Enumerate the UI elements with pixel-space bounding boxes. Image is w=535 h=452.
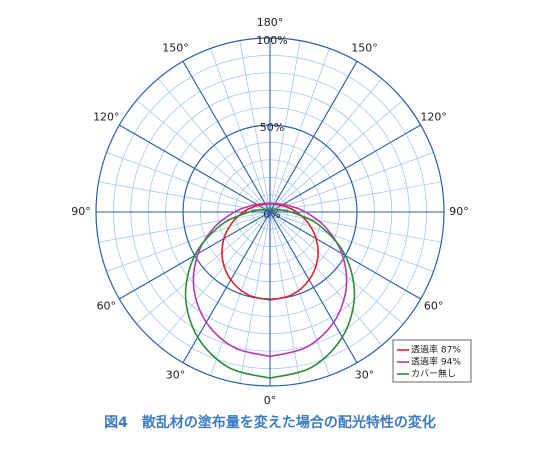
caption: 図4 散乱材の塗布量を変えた場合の配光特性の変化 xyxy=(104,414,436,431)
legend-label: 透過率 87% xyxy=(411,344,461,356)
series-line xyxy=(192,202,271,358)
spoke xyxy=(119,124,271,213)
r-tick-label: 50% xyxy=(260,121,284,134)
angle-tick-label: 120° xyxy=(420,111,447,124)
angle-tick-label: 150° xyxy=(351,41,378,54)
spoke xyxy=(182,61,271,213)
angle-tick-label: 30° xyxy=(166,369,186,382)
angle-tick-label: 30° xyxy=(355,369,375,382)
angle-tick-label: 180° xyxy=(257,16,284,29)
angle-tick-label: 0° xyxy=(264,394,277,407)
legend-box xyxy=(392,339,472,383)
series-line xyxy=(269,208,356,379)
r-tick-label: 100% xyxy=(256,34,287,47)
angle-tick-label: 60° xyxy=(424,300,444,313)
spoke xyxy=(269,124,421,213)
angle-tick-label: 120° xyxy=(93,111,120,124)
legend-label: 透過率 94% xyxy=(411,356,461,368)
angle-tick-label: 60° xyxy=(97,300,117,313)
legend-label: カバー無し xyxy=(411,368,456,380)
angle-tick-label: 90° xyxy=(449,205,469,218)
series-line xyxy=(184,208,271,379)
angle-tick-label: 150° xyxy=(162,41,189,54)
spoke xyxy=(269,61,358,213)
angle-tick-label: 90° xyxy=(71,205,91,218)
series-line xyxy=(269,202,348,358)
